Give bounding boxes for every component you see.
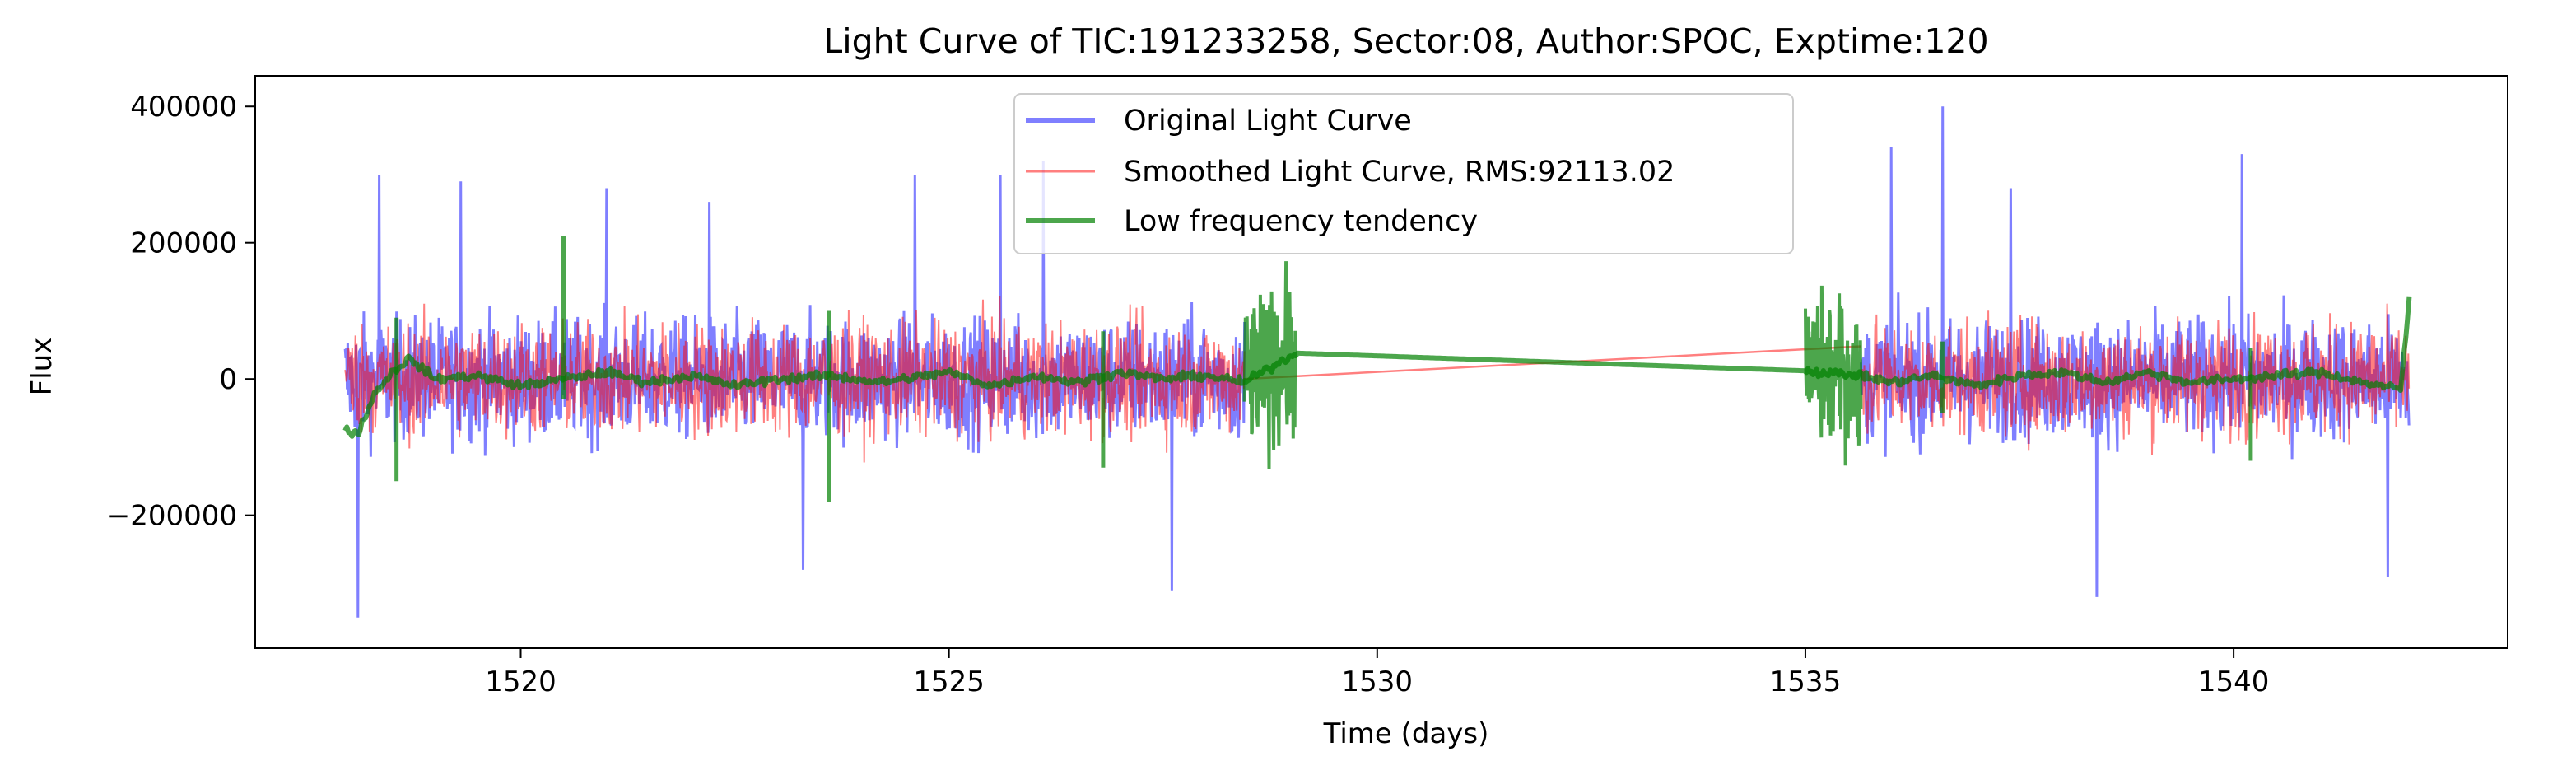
x-tick-label-1: 1525 xyxy=(913,665,985,698)
x-axis: 1520 1525 1530 1535 1540 xyxy=(485,648,2269,698)
x-tick-label-2: 1530 xyxy=(1342,665,1414,698)
y-axis-label: Flux xyxy=(26,338,58,396)
legend-label-original: Original Light Curve xyxy=(1124,105,1412,138)
x-tick-label-0: 1520 xyxy=(485,665,557,698)
y-tick-label-3: 400000 xyxy=(130,91,237,124)
y-tick-label-1: 0 xyxy=(219,363,237,396)
chart-title: Light Curve of TIC:191233258, Sector:08,… xyxy=(823,21,1988,61)
series-trend-burst-0 xyxy=(1242,261,1297,469)
legend: Original Light Curve Smoothed Light Curv… xyxy=(1013,93,1794,254)
y-tick-label-0: −200000 xyxy=(107,500,237,533)
plot-marks xyxy=(342,106,2412,618)
series-trend-burst-1 xyxy=(1804,285,1863,466)
y-tick-label-2: 200000 xyxy=(130,227,237,260)
x-tick-label-3: 1535 xyxy=(1770,665,1842,698)
series-trend-line xyxy=(342,296,2412,439)
x-tick-label-4: 1540 xyxy=(2198,665,2270,698)
legend-label-smoothed: Smoothed Light Curve, RMS:92113.02 xyxy=(1124,156,1675,189)
legend-label-trend: Low frequency tendency xyxy=(1124,205,1478,238)
plot-frame xyxy=(254,75,2508,649)
x-axis-label: Time (days) xyxy=(1323,717,1489,750)
series-smoothed-segment-1 xyxy=(1860,303,2411,455)
y-axis: −200000 0 200000 400000 xyxy=(107,91,255,533)
legend-box xyxy=(1013,93,1794,254)
